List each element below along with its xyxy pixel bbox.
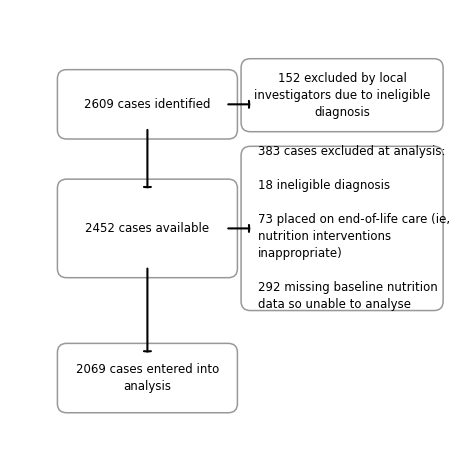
Text: 2452 cases available: 2452 cases available [85, 222, 210, 235]
Text: 152 excluded by local
investigators due to ineligible
diagnosis: 152 excluded by local investigators due … [254, 72, 430, 118]
FancyBboxPatch shape [57, 179, 237, 278]
FancyBboxPatch shape [57, 343, 237, 413]
FancyBboxPatch shape [57, 70, 237, 139]
FancyBboxPatch shape [241, 146, 443, 310]
Text: 2609 cases identified: 2609 cases identified [84, 98, 210, 111]
Text: 383 cases excluded at analysis:

18 ineligible diagnosis

73 placed on end-of-li: 383 cases excluded at analysis: 18 ineli… [258, 146, 450, 311]
FancyBboxPatch shape [241, 59, 443, 132]
Text: 2069 cases entered into
analysis: 2069 cases entered into analysis [76, 363, 219, 393]
